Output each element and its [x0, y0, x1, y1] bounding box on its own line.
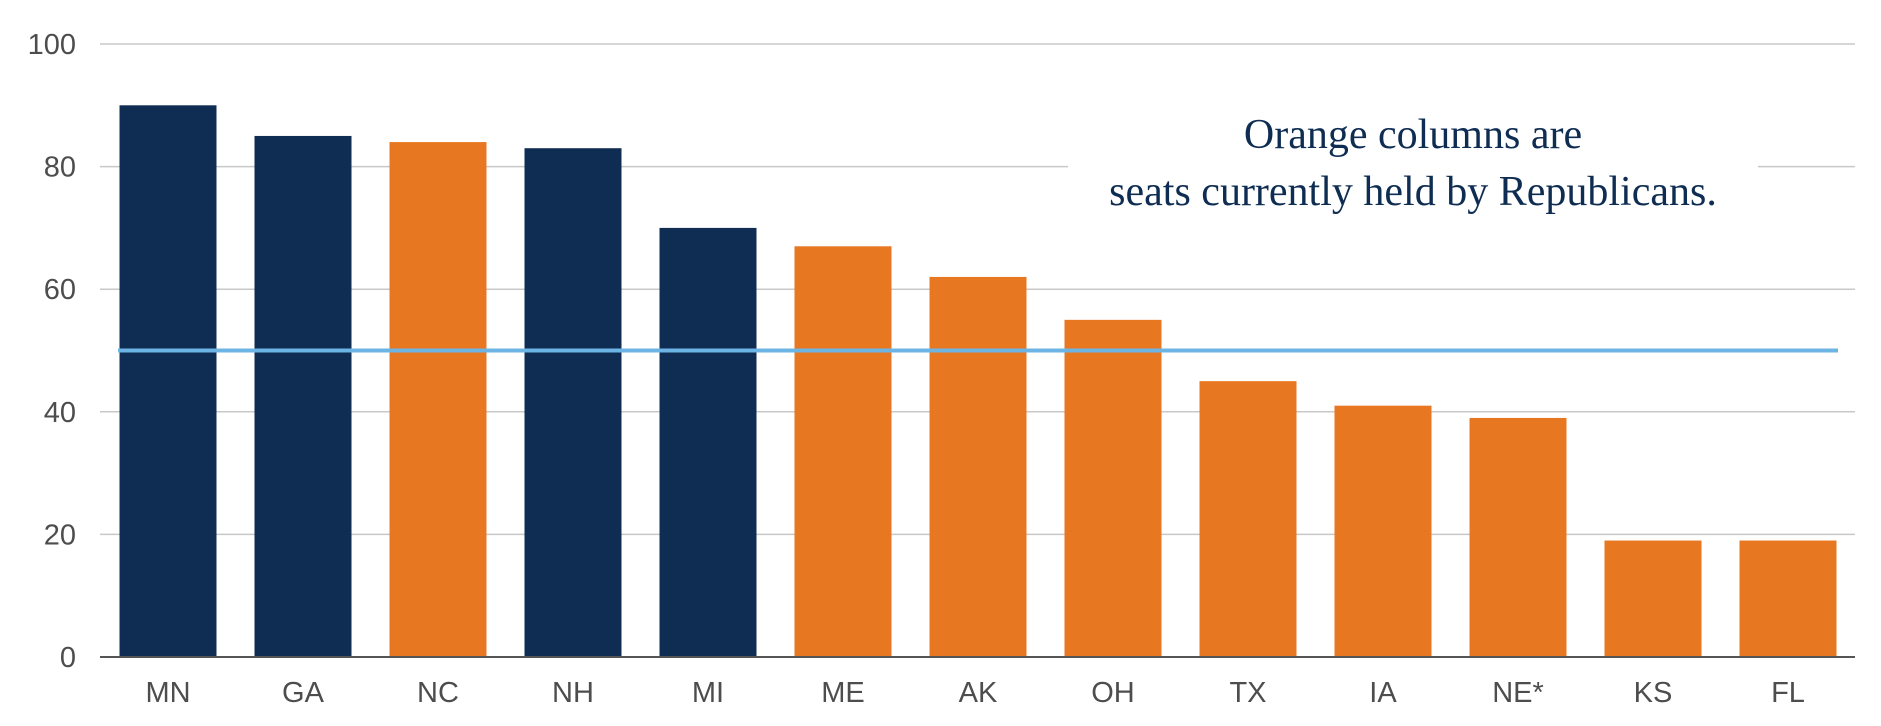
bar — [254, 135, 352, 657]
y-tick-label: 0 — [60, 642, 76, 674]
bar — [659, 227, 757, 657]
x-tick-label: KS — [1634, 677, 1673, 709]
bar — [1199, 381, 1297, 657]
x-tick-label: FL — [1771, 677, 1805, 709]
bar — [1604, 540, 1702, 657]
bar — [389, 142, 487, 657]
x-tick-label: MN — [145, 677, 190, 709]
y-tick-label: 80 — [44, 152, 76, 184]
axes: 0 20 40 60 80 100 MN GA NC NH MI ME AK OH TX IA NE* KS FL — [28, 29, 1855, 709]
bar — [929, 276, 1027, 657]
annotation-line-1: Orange columns are — [1244, 112, 1582, 158]
bar — [1739, 540, 1837, 657]
x-tick-label: OH — [1091, 677, 1135, 709]
bar — [119, 105, 217, 658]
x-tick-label: NC — [417, 677, 459, 709]
bars — [119, 105, 1837, 658]
x-tick-label: GA — [282, 677, 325, 709]
bar — [1469, 417, 1567, 657]
bar — [524, 148, 622, 657]
x-tick-label: IA — [1369, 677, 1397, 709]
annotation-line-2: seats currently held by Republicans. — [1109, 169, 1717, 215]
x-tick-label: NE* — [1492, 677, 1544, 709]
y-tick-label: 40 — [44, 397, 76, 429]
y-tick-label: 60 — [44, 274, 76, 306]
bar — [1064, 319, 1162, 657]
bar — [1334, 405, 1432, 657]
x-tick-label: TX — [1229, 677, 1266, 709]
y-tick-label: 20 — [44, 519, 76, 551]
x-tick-label: MI — [692, 677, 724, 709]
x-tick-label: NH — [552, 677, 594, 709]
annotation: Orange columns are seats currently held … — [1068, 100, 1758, 228]
y-tick-label: 100 — [28, 29, 76, 61]
x-tick-label: ME — [821, 677, 865, 709]
annotation-background — [1068, 100, 1758, 228]
x-tick-label: AK — [959, 677, 998, 709]
bar — [794, 246, 892, 658]
